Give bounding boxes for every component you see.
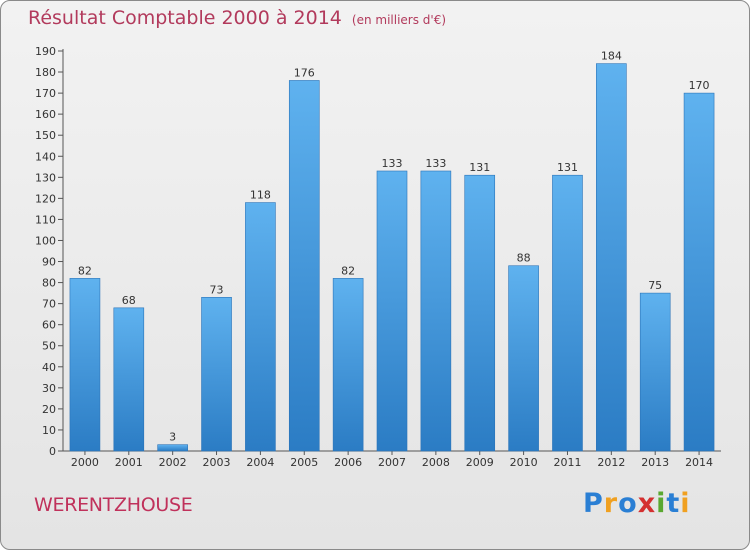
y-tick-label: 50 bbox=[42, 340, 56, 353]
bar bbox=[420, 170, 452, 452]
bar bbox=[332, 278, 364, 452]
bar bbox=[683, 92, 715, 452]
y-tick-label: 120 bbox=[35, 192, 56, 205]
data-label: 82 bbox=[78, 264, 92, 277]
y-tick-label: 140 bbox=[35, 150, 56, 163]
bar bbox=[69, 278, 101, 452]
bar bbox=[508, 265, 539, 452]
bar bbox=[552, 174, 583, 452]
bar bbox=[157, 444, 188, 452]
y-tick-label: 80 bbox=[42, 277, 56, 290]
data-label: 75 bbox=[648, 279, 662, 292]
bar bbox=[288, 80, 320, 452]
data-label: 133 bbox=[382, 157, 403, 170]
x-tick-label: 2003 bbox=[203, 456, 231, 469]
y-tick-label: 190 bbox=[35, 45, 56, 58]
y-tick-label: 10 bbox=[42, 424, 56, 437]
data-label: 184 bbox=[601, 50, 622, 63]
bar bbox=[201, 297, 232, 452]
y-tick-label: 70 bbox=[42, 298, 56, 311]
y-tick-label: 130 bbox=[35, 171, 56, 184]
y-tick-label: 30 bbox=[42, 382, 56, 395]
y-tick-label: 60 bbox=[42, 319, 56, 332]
logo-letter: i bbox=[680, 488, 691, 519]
logo-letter: P bbox=[583, 488, 604, 519]
chart-title: Résultat Comptable 2000 à 2014 (en millie… bbox=[28, 7, 446, 29]
x-tick-label: 2010 bbox=[510, 456, 538, 469]
y-tick-label: 40 bbox=[42, 361, 56, 374]
x-tick-label: 2006 bbox=[334, 456, 362, 469]
y-tick-label: 170 bbox=[35, 87, 56, 100]
logo-letter: t bbox=[666, 488, 681, 519]
x-tick-label: 2009 bbox=[466, 456, 494, 469]
bar bbox=[245, 202, 276, 452]
data-label: 131 bbox=[469, 161, 490, 174]
logo-letter: r bbox=[603, 488, 619, 519]
x-tick-label: 2007 bbox=[378, 456, 406, 469]
y-tick-label: 110 bbox=[35, 213, 56, 226]
data-label: 82 bbox=[341, 264, 355, 277]
proxiti-logo[interactable]: Proxiti bbox=[583, 488, 691, 519]
chart-title-text: Résultat Comptable 2000 à 2014 bbox=[28, 7, 342, 29]
commune-name: WERENTZHOUSE bbox=[34, 494, 193, 516]
bar bbox=[113, 307, 145, 452]
x-tick-label: 2002 bbox=[159, 456, 187, 469]
y-tick-label: 0 bbox=[49, 445, 56, 458]
data-label: 88 bbox=[517, 252, 531, 265]
logo-letter: x bbox=[637, 488, 657, 519]
y-tick-label: 20 bbox=[42, 403, 56, 416]
x-tick-label: 2013 bbox=[641, 456, 669, 469]
logo-letter: o bbox=[618, 488, 638, 519]
y-tick-label: 90 bbox=[42, 256, 56, 269]
y-tick-label: 160 bbox=[35, 108, 56, 121]
x-tick-label: 2004 bbox=[246, 456, 274, 469]
bar bbox=[639, 292, 671, 452]
data-label: 131 bbox=[557, 161, 578, 174]
x-tick-label: 2012 bbox=[597, 456, 625, 469]
data-label: 73 bbox=[210, 283, 224, 296]
y-tick-label: 180 bbox=[35, 66, 56, 79]
x-tick-label: 2011 bbox=[553, 456, 581, 469]
data-label: 3 bbox=[169, 431, 176, 444]
y-tick-label: 150 bbox=[35, 129, 56, 142]
x-tick-label: 2014 bbox=[685, 456, 713, 469]
data-label: 118 bbox=[250, 189, 271, 202]
bar bbox=[464, 174, 496, 452]
x-tick-label: 2000 bbox=[71, 456, 99, 469]
x-tick-label: 2005 bbox=[290, 456, 318, 469]
x-tick-label: 2008 bbox=[422, 456, 450, 469]
bar bbox=[596, 63, 627, 452]
data-label: 133 bbox=[425, 157, 446, 170]
logo-letter: i bbox=[656, 488, 667, 519]
data-label: 68 bbox=[122, 294, 136, 307]
data-label: 176 bbox=[294, 66, 315, 79]
y-tick-label: 100 bbox=[35, 234, 56, 247]
chart-subtitle: (en milliers d'€) bbox=[351, 13, 447, 27]
x-tick-label: 2001 bbox=[115, 456, 143, 469]
data-label: 170 bbox=[689, 79, 710, 92]
bar bbox=[376, 170, 408, 452]
